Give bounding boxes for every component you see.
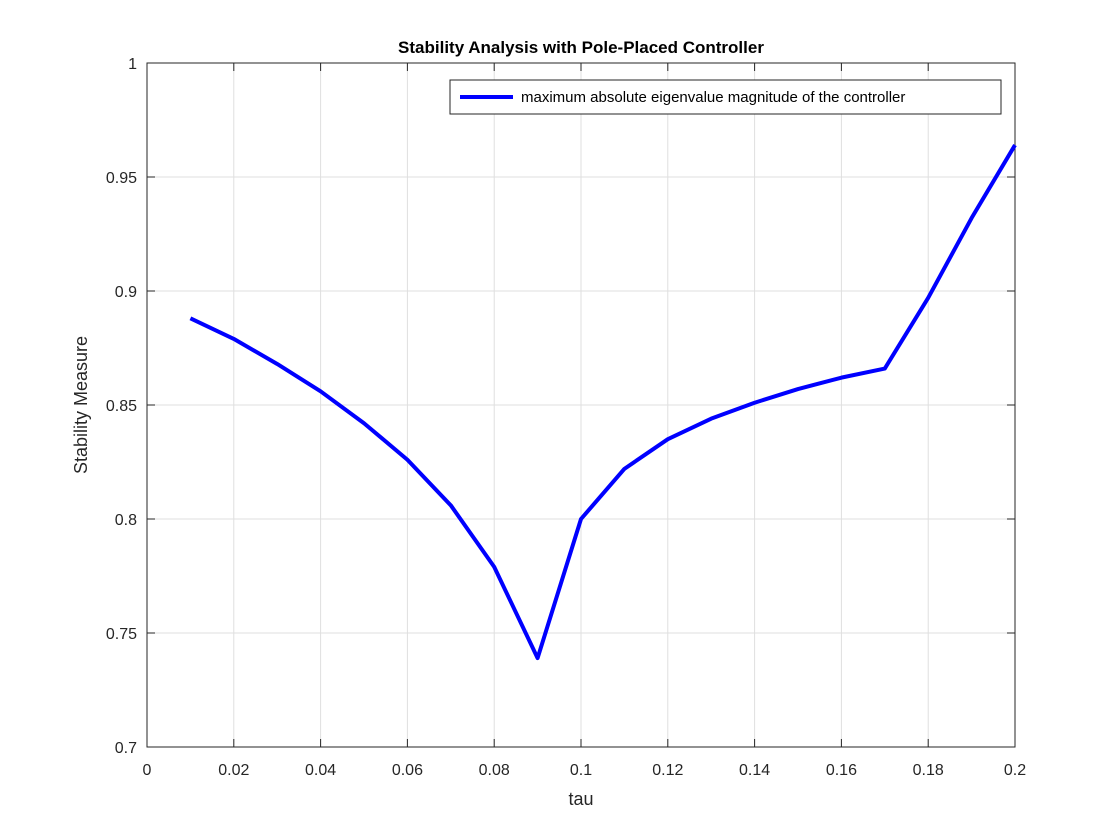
tick-labels: 0 0.02 0.04 0.06 0.08 0.1 0.12 0.14 0.16 0.18 0.2 0… — [106, 56, 1026, 779]
y-tick-label: 1 — [128, 56, 137, 73]
series-line — [189, 144, 1017, 661]
y-tick-label: 0.85 — [106, 398, 137, 415]
chart-title: Stability Analysis with Pole-Placed Cont… — [398, 38, 764, 57]
x-tick-label: 0.04 — [305, 762, 336, 779]
x-tick-label: 0.02 — [218, 762, 249, 779]
x-tick-label: 0 — [143, 762, 152, 779]
legend-label: maximum absolute eigenvalue magnitude of… — [521, 89, 905, 106]
y-tick-label: 0.9 — [115, 284, 137, 301]
y-tick-label: 0.95 — [106, 170, 137, 187]
legend-box — [449, 79, 1002, 115]
legend: maximum absolute eigenvalue magnitude of… — [449, 79, 1002, 115]
x-tick-label: 0.06 — [392, 762, 423, 779]
x-tick-label: 0.2 — [1004, 762, 1026, 779]
x-tick-label: 0.12 — [652, 762, 683, 779]
x-tick-label: 0.16 — [826, 762, 857, 779]
y-axis-label: Stability Measure — [71, 336, 91, 474]
x-axis-label: tau — [568, 789, 593, 809]
series-layer — [189, 144, 1017, 661]
x-tick-label: 0.18 — [913, 762, 944, 779]
y-tick-label: 0.7 — [115, 740, 137, 757]
x-tick-label: 0.08 — [479, 762, 510, 779]
axes — [146, 62, 1016, 748]
y-tick-label: 0.75 — [106, 626, 137, 643]
x-tick-label: 0.1 — [570, 762, 592, 779]
y-tick-label: 0.8 — [115, 512, 137, 529]
x-tick-label: 0.14 — [739, 762, 770, 779]
